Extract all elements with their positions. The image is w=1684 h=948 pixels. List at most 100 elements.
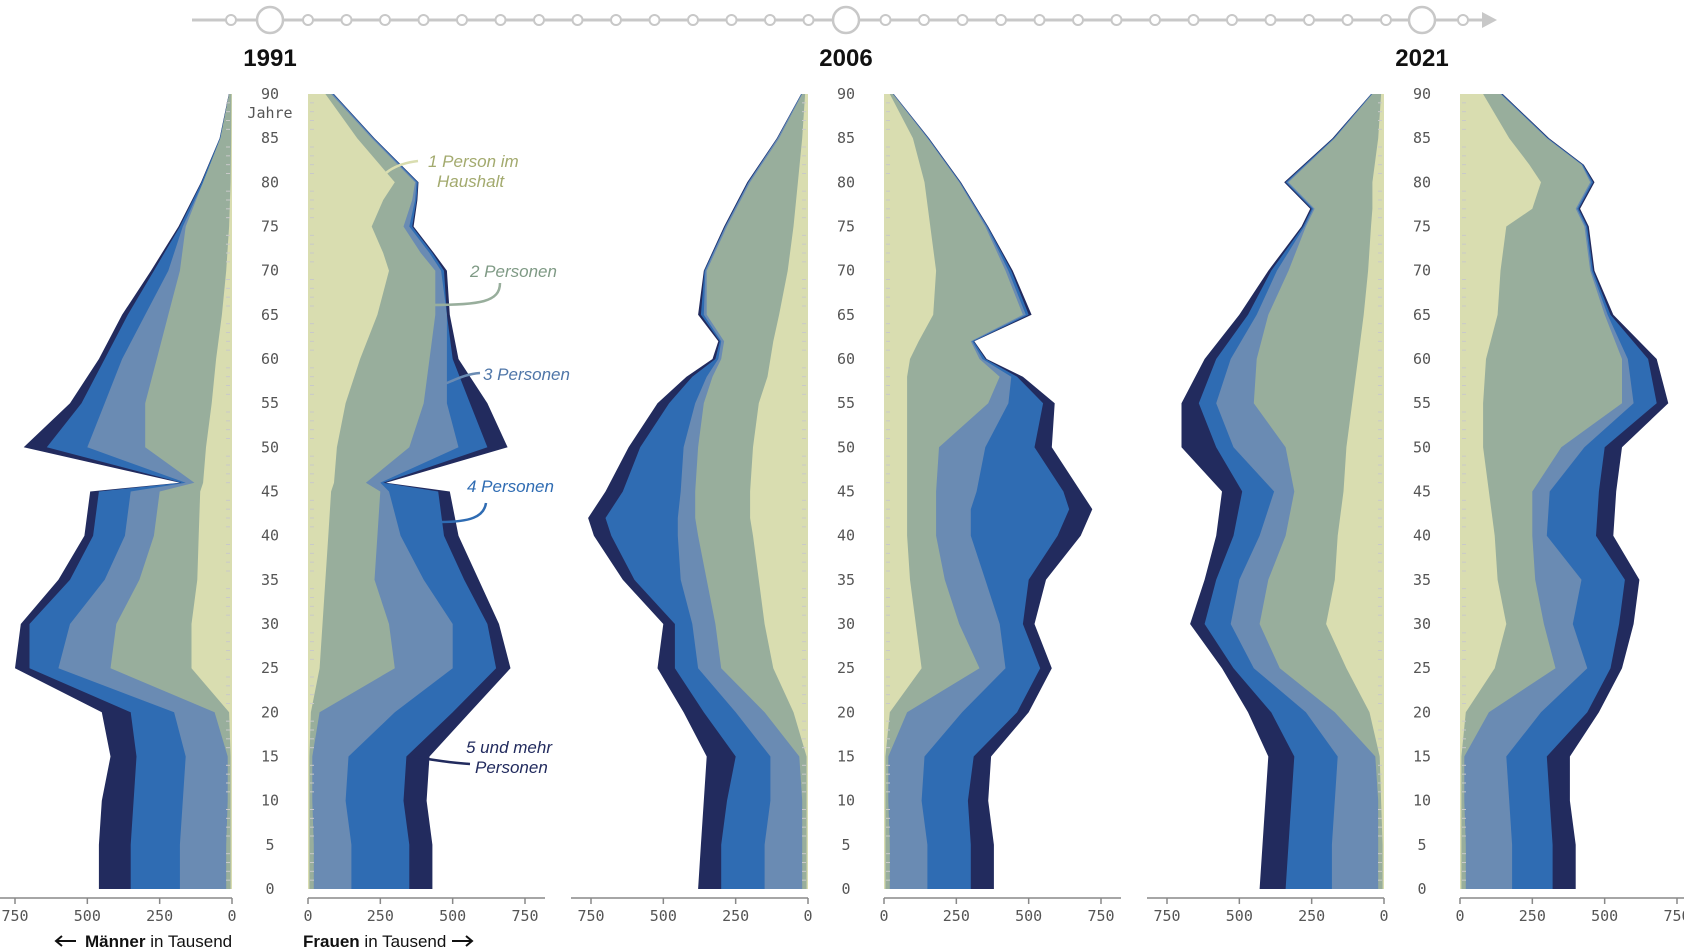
x-tick-label-men: 250 [1298,907,1325,925]
age-tick-label: 55 [837,394,855,412]
x-tick-label-men: 250 [722,907,749,925]
age-tick-label: 80 [1413,173,1431,191]
timeline-dot[interactable] [956,14,969,26]
timeline-dot[interactable] [1072,14,1084,26]
timeline-year-marker[interactable] [1407,5,1437,35]
annotation-three-persons: 3 Personen [483,365,570,384]
age-tick-label: 75 [261,218,279,236]
x-tick-label-women: 0 [1455,907,1464,925]
timeline-dot[interactable] [302,14,314,26]
age-tick-label: 15 [1413,748,1431,766]
timeline-arrow-icon [1482,12,1497,28]
age-tick-label: 65 [1413,306,1431,324]
age-tick-label: 5 [1417,836,1426,854]
age-tick-label: 80 [837,173,855,191]
age-tick-label: 20 [837,703,855,721]
men-area-c1-1991 [191,94,232,889]
timeline-dot[interactable] [879,14,892,26]
timeline-dot[interactable] [340,14,353,26]
timeline-dot[interactable] [1033,14,1046,26]
men-area-c2-2021 [1253,94,1384,889]
age-tick-label: 10 [1413,792,1431,810]
year-timeline[interactable] [192,5,1497,35]
men-axis-label: Männer in Tausend [85,932,232,948]
timeline-dot[interactable] [687,14,699,26]
women-area-c1-1991 [308,94,395,889]
women-area-c1-2021 [1460,94,1541,889]
women-area-c2-2021 [1460,94,1622,889]
x-tick-label-men: 0 [803,907,812,925]
x-tick-label-women: 750 [511,907,538,925]
timeline-dot[interactable] [225,14,237,26]
x-tick-label-men: 500 [650,907,677,925]
age-tick-label: 90 [261,85,279,103]
timeline-dot[interactable] [995,14,1007,26]
men-area-c1-2021 [1326,94,1384,889]
timeline-dot[interactable] [1457,14,1469,26]
age-tick-label: 75 [837,218,855,236]
arrow-left-icon [54,935,76,947]
x-tick-label-men: 0 [227,907,236,925]
timeline-dot[interactable] [1380,14,1392,26]
timeline-year-marker[interactable] [831,5,861,35]
x-tick-label-women: 750 [1663,907,1684,925]
arrow-right-icon [452,935,474,947]
age-tick-label: 80 [261,173,279,191]
timeline-dot[interactable] [764,14,776,26]
age-tick-label: 60 [837,350,855,368]
women-area-c1-2006 [884,94,937,889]
timeline-dot[interactable] [456,14,468,26]
timeline-dot[interactable] [725,14,738,26]
panel-1991: 0 5 10 15 20 25 30 35 40 45 50 55 60 65 70 75 80 85 90Jahr… [0,45,545,925]
age-tick-label: 85 [1413,129,1431,147]
age-tick-label: 50 [261,438,279,456]
timeline-dot[interactable] [379,14,391,26]
panel-year-title: 2021 [1395,45,1448,72]
x-tick-label-men: 500 [74,907,101,925]
timeline-dot[interactable] [1110,14,1123,26]
x-tick-label-women: 0 [879,907,888,925]
x-tick-label-women: 250 [1519,907,1546,925]
timeline-dot[interactable] [571,14,584,26]
age-tick-label: 30 [261,615,279,633]
timeline-dot[interactable] [1226,14,1238,26]
timeline-dot[interactable] [494,14,507,26]
age-tick-label: 60 [1413,350,1431,368]
timeline-dot[interactable] [533,14,545,26]
x-tick-label-men: 500 [1226,907,1253,925]
timeline-dot[interactable] [1341,14,1354,26]
age-tick-label: 5 [265,836,274,854]
age-tick-label: 30 [837,615,855,633]
timeline-dot[interactable] [918,14,930,26]
annotation-two-persons: 2 Personen [469,262,557,281]
timeline-dot[interactable] [1303,14,1315,26]
timeline-dot[interactable] [648,14,661,26]
men-area-c2-1991 [110,94,232,889]
timeline-dot[interactable] [417,14,430,26]
age-tick-label: 30 [1413,615,1431,633]
timeline-dot[interactable] [1264,14,1277,26]
age-tick-label: 60 [261,350,279,368]
timeline-dot[interactable] [610,14,622,26]
x-tick-label-women: 500 [1591,907,1618,925]
annotation-one-person-line1: 1 Person im [428,152,519,171]
timeline-dot[interactable] [1149,14,1161,26]
timeline-dot[interactable] [802,14,815,26]
age-tick-label: 75 [1413,218,1431,236]
annotation-five-persons-line2: Personen [475,758,548,777]
annotation-line-two-persons [429,282,502,307]
timeline-year-marker[interactable] [255,5,285,35]
x-tick-label-women: 750 [1087,907,1114,925]
age-tick-label: 90 [837,85,855,103]
x-tick-label-women: 0 [303,907,312,925]
age-tick-label: 25 [1413,659,1431,677]
panel-2021: 0 5 10 15 20 25 30 35 40 45 50 55 60 65 70 75 80 85 90 2021… [1147,45,1684,925]
panel-year-title: 2006 [819,45,872,72]
age-tick-label: 15 [837,748,855,766]
x-tick-label-men: 750 [1153,907,1180,925]
timeline-dot[interactable] [1187,14,1200,26]
age-tick-label: 25 [837,659,855,677]
age-tick-label: 55 [1413,394,1431,412]
x-tick-label-women: 500 [439,907,466,925]
age-tick-label: 20 [261,703,279,721]
